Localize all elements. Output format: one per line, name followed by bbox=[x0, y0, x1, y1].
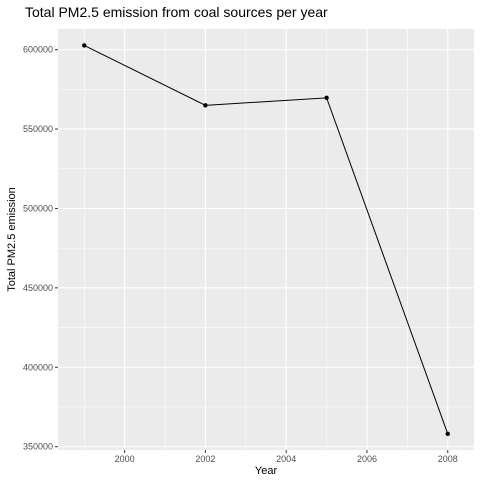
chart-title: Total PM2.5 emission from coal sources p… bbox=[25, 4, 328, 20]
x-axis-ticks: 2000 2002 2004 2006 2008 bbox=[115, 450, 458, 464]
series-layer bbox=[82, 43, 450, 437]
x-tick-label: 2008 bbox=[438, 454, 458, 464]
data-point bbox=[203, 103, 208, 108]
data-point bbox=[324, 95, 329, 101]
data-point bbox=[82, 43, 87, 48]
x-tick-label: 2004 bbox=[276, 454, 296, 464]
grid-major-x bbox=[124, 29, 449, 450]
y-tick-label: 350000 bbox=[23, 442, 53, 452]
grid-major-y bbox=[58, 49, 474, 448]
x-tick-label: 2002 bbox=[195, 454, 215, 464]
y-tick-label: 500000 bbox=[23, 203, 53, 213]
x-axis-label: Year bbox=[255, 465, 278, 477]
y-tick-label: 550000 bbox=[23, 124, 53, 134]
x-tick-label: 2000 bbox=[115, 454, 135, 464]
x-tick-label: 2006 bbox=[357, 454, 377, 464]
y-tick-label: 400000 bbox=[23, 362, 53, 372]
y-tick-label: 450000 bbox=[23, 283, 53, 293]
plot-panel bbox=[58, 29, 474, 450]
y-axis-label: Total PM2.5 emission bbox=[6, 187, 18, 292]
data-point bbox=[445, 431, 450, 437]
y-tick-label: 600000 bbox=[23, 45, 53, 55]
y-axis-ticks: 350000 400000 450000 500000 550000 600000 bbox=[23, 45, 58, 452]
grid-minor-y bbox=[58, 89, 474, 408]
series-line bbox=[84, 45, 449, 434]
